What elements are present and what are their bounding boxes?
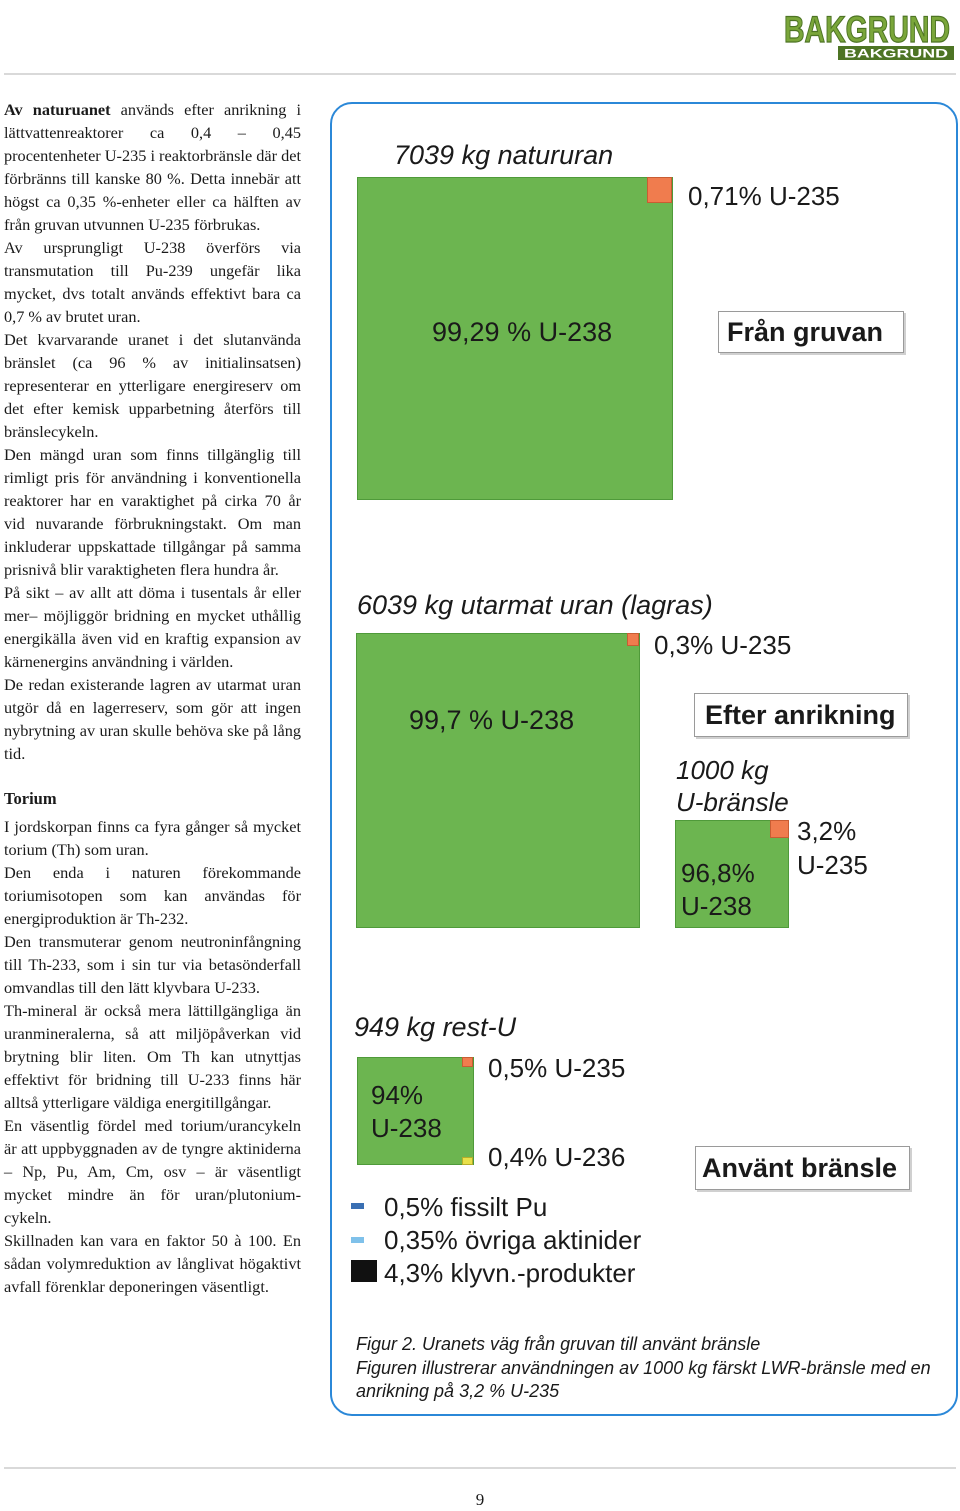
paragraph-11: En väsentlig fördel med torium/urancykel… xyxy=(4,1116,301,1227)
paragraph-3: Det kvarvarande uranet i det slutanvända… xyxy=(4,330,301,441)
restu-u238-label-line2: U-238 xyxy=(371,1113,442,1143)
ubransle-u235-label-line2: U-235 xyxy=(797,850,868,880)
restu-u235-label: 0,5% U-235 xyxy=(488,1053,626,1083)
paragraph-5: På sikt – av allt att döma i tusentals å… xyxy=(4,583,301,671)
ubransle-u238-label-line1: 96,8% xyxy=(681,858,755,888)
paragraph-1-text: används efter anrikning i lättvattenreak… xyxy=(4,100,302,234)
page-number: 9 xyxy=(475,1490,485,1509)
paragraph-6: De redan existerande lagren av utarmat u… xyxy=(4,675,301,763)
natururan-u238-label: 99,29 % U-238 xyxy=(432,317,613,347)
restu-u235-box xyxy=(462,1057,473,1067)
body-text-column: Av naturuanet används efter anrikning i … xyxy=(4,98,301,1298)
utarmat-u235-box xyxy=(627,633,639,646)
natururan-u238-box xyxy=(357,177,673,500)
ubransle-u238-label-line2: U-238 xyxy=(681,891,752,921)
ubransle-u238-box xyxy=(675,820,789,928)
legend-pu-swatch xyxy=(351,1203,364,1209)
logo-subtext: BAKGRUND xyxy=(844,47,948,61)
utarmat-title: 6039 kg utarmat uran (lagras) xyxy=(357,590,713,620)
ubransle-title-line1: 1000 kg xyxy=(676,755,769,785)
paragraph-9: Den transmuterar genom neutroninfångning… xyxy=(4,932,301,997)
bakgrund-logo: BAKGRUND BAKGRUND xyxy=(780,4,956,62)
logo-text: BAKGRUND xyxy=(784,9,950,50)
paragraph-8: Den enda i naturen förekommande toriumis… xyxy=(4,863,301,928)
restu-u238-box xyxy=(357,1057,474,1165)
legend-klyvn-label: 4,3% klyvn.-produkter xyxy=(384,1258,636,1288)
natururan-u235-box xyxy=(647,177,672,203)
utarmat-u235-label: 0,3% U-235 xyxy=(654,630,792,660)
ubransle-u235-box xyxy=(770,820,789,838)
paragraph-1-lead: Av naturuanet xyxy=(4,100,111,119)
fran-gruvan-label: Från gruvan xyxy=(718,311,904,353)
anvant-bransle-label: Använt bränsle xyxy=(695,1146,910,1190)
legend-aktinider-label: 0,35% övriga aktinider xyxy=(384,1225,642,1255)
utarmat-u238-box xyxy=(356,633,640,928)
footer-divider xyxy=(4,1467,956,1469)
paragraph-1: Av naturuanet används efter anrikning i … xyxy=(4,98,301,236)
figure-caption-text: Figuren illustrerar användningen av 1000… xyxy=(356,1358,931,1401)
legend-aktinider-swatch xyxy=(351,1237,364,1243)
ubransle-u235-label-line1: 3,2% xyxy=(797,816,857,846)
torium-heading: Torium xyxy=(4,789,57,808)
utarmat-u238-label: 99,7 % U-238 xyxy=(409,705,575,735)
paragraph-10: Th-mineral är också mera lättillgängliga… xyxy=(4,1001,301,1112)
restu-u236-box xyxy=(462,1157,473,1165)
ubransle-title-line2: U-bränsle xyxy=(676,787,789,817)
restu-u238-label-line1: 94% xyxy=(371,1080,424,1110)
figure-caption-title: Figur 2. Uranets väg från gruvan till an… xyxy=(356,1334,761,1354)
restu-title: 949 kg rest-U xyxy=(354,1012,517,1042)
paragraph-7: I jordskorpan finns ca fyra gånger så my… xyxy=(4,817,301,859)
legend-klyvn-swatch xyxy=(351,1260,377,1282)
restu-u236-label: 0,4% U-236 xyxy=(488,1142,626,1172)
natururan-u235-label: 0,71% U-235 xyxy=(688,181,840,211)
paragraph-12: Skillnaden kan vara en faktor 50 à 100. … xyxy=(4,1231,301,1296)
paragraph-4: Den mängd uran som finns tillgänglig til… xyxy=(4,445,301,579)
paragraph-2: Av ursprungligt U-238 överförs via trans… xyxy=(4,238,301,326)
natururan-title: 7039 kg natururan xyxy=(394,140,614,170)
legend-pu-label: 0,5% fissilt Pu xyxy=(384,1192,548,1222)
logo-graphic: BAKGRUND BAKGRUND xyxy=(783,8,954,61)
efter-anrikning-label: Efter anrikning xyxy=(694,693,908,737)
header-divider xyxy=(4,73,956,75)
